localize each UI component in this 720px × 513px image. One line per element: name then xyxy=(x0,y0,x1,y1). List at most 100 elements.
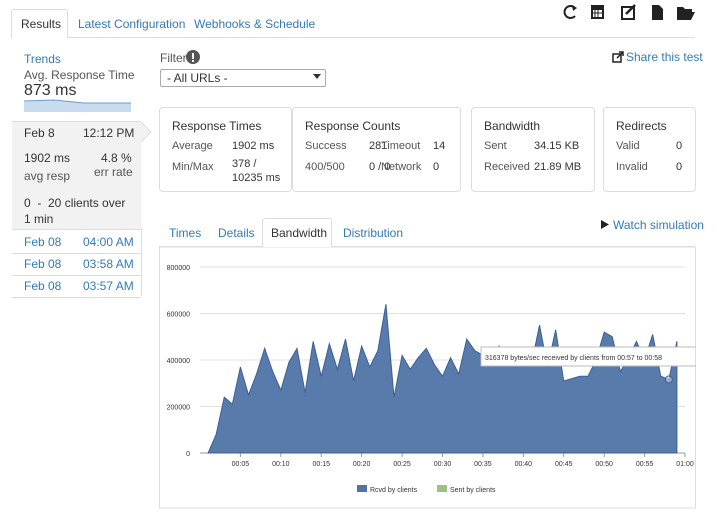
folder-icon[interactable] xyxy=(677,7,695,20)
tab[interactable]: Latest Configuration xyxy=(78,17,186,31)
run-row[interactable] xyxy=(12,232,141,254)
card-value: 1902 ms xyxy=(232,140,275,152)
chart-tab[interactable]: Bandwidth xyxy=(271,226,328,240)
x-tick-label: 01:00 xyxy=(676,461,694,468)
card-value: 378 / 10235 ms xyxy=(232,158,281,184)
card-label: Timeout xyxy=(381,140,421,152)
card-label: Received xyxy=(484,161,530,173)
run-date[interactable]: Feb 08 xyxy=(24,257,62,271)
refresh-icon[interactable] xyxy=(563,5,577,19)
select-caret xyxy=(313,74,321,79)
selected-arrow xyxy=(141,121,152,143)
card-value: 14 xyxy=(433,140,446,152)
run-date[interactable]: Feb 08 xyxy=(24,235,62,249)
y-tick-label: 0 xyxy=(186,451,190,458)
run-row[interactable] xyxy=(12,254,141,276)
stat-card: Response Counts Success 281 Timeout 14 400/50… xyxy=(292,107,461,192)
legend-swatch xyxy=(437,485,447,492)
url-select[interactable] xyxy=(160,69,326,87)
hover-marker xyxy=(664,375,673,384)
stat-card: Response Times Average 1902 ms Min/Max 378 /… xyxy=(159,107,292,192)
sidebar-border xyxy=(141,228,142,296)
metric-label: Avg. Response Time xyxy=(24,68,135,82)
card-title: Redirects xyxy=(616,119,667,133)
chart: 0 200000 400000 600000 800000 00:05 00:10 00:15… xyxy=(159,247,696,509)
selected-run[interactable] xyxy=(12,121,141,230)
tab-active[interactable] xyxy=(11,9,68,39)
x-tick-label: 00:45 xyxy=(555,461,573,468)
filter-info-icon xyxy=(186,50,200,64)
stat-card: Redirects Valid 0 Invalid 0 xyxy=(603,107,696,192)
run-time[interactable]: 03:58 AM xyxy=(83,257,134,271)
x-tick-label: 00:40 xyxy=(515,461,533,468)
card-value: 34.15 KB xyxy=(534,140,580,152)
watch-link[interactable]: Watch simulation xyxy=(613,218,704,232)
x-tick-label: 00:25 xyxy=(393,461,411,468)
card-label: Valid xyxy=(616,140,640,152)
play-icon xyxy=(601,220,609,229)
y-tick-label: 600000 xyxy=(167,312,190,319)
y-tick-label: 200000 xyxy=(167,405,190,412)
chart-tab[interactable]: Distribution xyxy=(343,226,404,240)
chart-tab[interactable]: Details xyxy=(218,226,255,240)
x-tick-label: 00:30 xyxy=(434,461,452,468)
legend-swatch xyxy=(357,485,367,492)
metric-value: 873 ms xyxy=(24,82,77,99)
edit-icon[interactable] xyxy=(621,4,636,20)
share-icon xyxy=(612,51,624,63)
run-date: Feb 8 xyxy=(24,126,55,140)
x-tick-label: 00:05 xyxy=(232,461,250,468)
run-time[interactable]: 03:57 AM xyxy=(83,279,134,293)
file-icon[interactable] xyxy=(652,5,663,20)
run-time: 12:12 PM xyxy=(83,126,135,140)
card-title: Response Counts xyxy=(305,119,401,133)
x-tick-label: 00:15 xyxy=(312,461,330,468)
run-row[interactable] xyxy=(12,276,141,298)
x-tick-label: 00:35 xyxy=(474,461,492,468)
run-time[interactable]: 04:00 AM xyxy=(83,235,134,249)
calendar-icon[interactable] xyxy=(591,5,604,19)
tab[interactable]: Results xyxy=(21,17,62,31)
url-select-text: - All URLs - xyxy=(167,71,228,85)
avg-resp-label: avg resp xyxy=(24,169,71,183)
tab-line xyxy=(11,37,695,38)
card-label: Invalid xyxy=(616,161,648,173)
err-rate-label: err rate xyxy=(94,165,133,179)
card-value: 0 xyxy=(433,161,440,173)
tab[interactable]: Webhooks & Schedule xyxy=(194,17,316,31)
trends-label[interactable]: Trends xyxy=(24,52,61,66)
y-tick-label: 400000 xyxy=(167,358,190,365)
card-label: Min/Max xyxy=(172,161,214,173)
toolbar xyxy=(563,4,695,20)
filter-label: Filter xyxy=(160,51,187,65)
x-tick-label: 00:50 xyxy=(595,461,613,468)
stat-card: Bandwidth Sent 34.15 KB Received 21.89 MB xyxy=(471,107,595,192)
card-label: Sent xyxy=(484,140,507,152)
card-value: 0 / 0 xyxy=(369,161,391,173)
x-tick-label: 00:10 xyxy=(272,461,290,468)
x-tick-label: 00:55 xyxy=(636,461,654,468)
clients: 0 - 20 clients over 1 min xyxy=(24,196,129,226)
err-rate: 4.8 % xyxy=(101,151,132,165)
run-date[interactable]: Feb 08 xyxy=(24,279,62,293)
chart-tab[interactable]: Times xyxy=(169,226,202,240)
tooltip: 316378 bytes/sec received by clients fro… xyxy=(485,355,662,362)
card-value: 21.89 MB xyxy=(534,161,582,173)
area xyxy=(207,304,678,454)
share-link[interactable]: Share this test xyxy=(626,50,703,64)
legend-label: Sent by clients xyxy=(450,487,496,494)
chart-tab-active[interactable] xyxy=(262,218,332,248)
card-label: 400/500 xyxy=(305,161,345,173)
card-value: 0 xyxy=(676,140,683,152)
y-tick-label: 800000 xyxy=(167,265,190,272)
avg-resp: 1902 ms xyxy=(24,151,71,165)
legend-label: Rcvd by clients xyxy=(370,487,418,494)
sparkline xyxy=(24,99,131,112)
card-label: Average xyxy=(172,140,213,152)
card-value: 281 xyxy=(369,140,388,152)
x-tick-label: 00:20 xyxy=(353,461,371,468)
card-label: Network xyxy=(381,161,422,173)
card-value: 0 xyxy=(676,161,683,173)
tooltip-box xyxy=(480,346,696,367)
